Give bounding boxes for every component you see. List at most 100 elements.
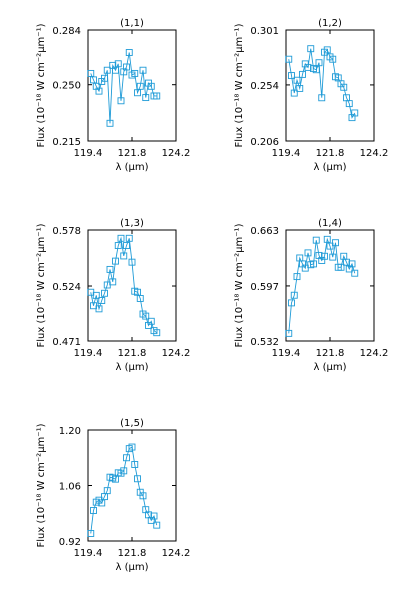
data-point <box>142 94 150 102</box>
subplot-3: (1,3) 0.471 0.524 0.578 119.4 121.8 124.2 λ (μm… <box>36 218 190 373</box>
x-axis-label: λ (μm) <box>115 562 148 573</box>
data-point <box>125 49 133 56</box>
x-tick-label: 124.2 <box>162 348 191 359</box>
data-point <box>147 82 155 90</box>
x-tick-label: 124.2 <box>162 548 191 559</box>
x-tick-label: 119.4 <box>74 148 103 159</box>
data-point <box>312 66 320 74</box>
data-point <box>315 59 323 67</box>
x-tick-label: 119.4 <box>272 348 301 359</box>
data-point <box>131 461 139 468</box>
y-tick-label: 0.250 <box>52 81 81 92</box>
data-point <box>103 66 111 74</box>
y-tick-label: 0.471 <box>52 337 81 348</box>
y-tick-label: 0.578 <box>52 226 81 237</box>
data-point <box>351 109 359 117</box>
y-tick-label: 0.301 <box>250 26 279 37</box>
data-point <box>117 97 125 105</box>
data-point <box>285 329 293 337</box>
data-point <box>128 443 136 451</box>
y-tick-label: 0.254 <box>250 81 279 92</box>
data-point <box>136 82 144 90</box>
data-point <box>101 289 108 297</box>
x-axis-label: λ (μm) <box>115 362 148 373</box>
x-tick-label: 124.2 <box>360 348 389 359</box>
y-axis-label: Flux (10⁻¹⁸ W cm⁻²μm⁻¹) <box>36 423 47 547</box>
data-point <box>120 467 128 475</box>
data-point <box>351 269 359 277</box>
data-point <box>293 76 301 84</box>
y-axis-label: Flux (10⁻¹⁸ W cm⁻²μm⁻¹) <box>234 223 245 347</box>
y-tick-label: 0.92 <box>59 537 81 548</box>
data-point <box>348 260 356 268</box>
data-point <box>139 66 147 74</box>
data-point <box>345 100 353 108</box>
data-point <box>285 55 293 63</box>
data-point <box>123 242 130 250</box>
data-point <box>318 94 326 102</box>
data-point <box>92 291 100 299</box>
data-point <box>329 55 337 63</box>
data-point <box>117 234 125 242</box>
y-tick-label: 0.532 <box>250 337 279 348</box>
subplot-title: (1,2) <box>318 18 342 29</box>
data-point <box>101 74 108 82</box>
data-point <box>288 299 295 307</box>
y-tick-label: 0.206 <box>250 137 279 148</box>
data-point <box>153 521 161 529</box>
data-point <box>103 487 111 495</box>
x-tick-label: 121.8 <box>316 148 345 159</box>
data-point <box>147 317 155 325</box>
data-point <box>153 329 161 337</box>
y-tick-label: 0.663 <box>250 226 279 237</box>
y-tick-label: 0.597 <box>250 282 279 293</box>
data-point <box>131 69 139 77</box>
data-point <box>106 265 114 273</box>
data-point <box>290 291 298 299</box>
data-point <box>123 63 130 71</box>
data-point <box>136 295 144 302</box>
subplot-5: (1,5) 0.92 1.06 1.20 119.4 121.8 124.2 λ (μm) Fl… <box>36 418 190 573</box>
data-point <box>310 260 317 268</box>
data-point <box>134 475 141 483</box>
data-point <box>114 60 122 68</box>
data-point <box>112 257 119 265</box>
subplot-title: (1,4) <box>318 218 342 229</box>
y-tick-label: 1.20 <box>59 426 81 437</box>
data-point <box>312 236 320 244</box>
x-tick-label: 119.4 <box>74 348 103 359</box>
data-point <box>153 92 161 100</box>
data-point <box>337 263 345 271</box>
y-tick-label: 1.06 <box>59 482 81 493</box>
axes-frame <box>87 229 177 342</box>
subplot-4: (1,4) 0.532 0.597 0.663 119.4 121.8 124.2 λ (μm… <box>234 218 388 373</box>
x-axis-label: λ (μm) <box>115 162 148 173</box>
data-point <box>95 305 103 313</box>
series-line <box>90 236 158 334</box>
data-point <box>323 235 331 243</box>
x-axis-label: λ (μm) <box>313 162 346 173</box>
data-point <box>296 84 304 92</box>
x-tick-label: 124.2 <box>360 148 389 159</box>
axes-frame <box>87 29 177 142</box>
y-tick-label: 0.215 <box>52 137 81 148</box>
series-line <box>288 48 356 119</box>
data-point <box>293 273 301 281</box>
data-point <box>98 297 106 304</box>
y-tick-label: 0.524 <box>52 282 81 293</box>
data-point <box>323 46 331 54</box>
data-point <box>106 119 114 127</box>
x-tick-label: 121.8 <box>118 348 147 359</box>
y-axis-label: Flux (10⁻¹⁸ W cm⁻²μm⁻¹) <box>36 23 47 147</box>
series-line <box>288 237 356 334</box>
data-point <box>332 239 339 247</box>
x-tick-label: 121.8 <box>118 548 147 559</box>
x-tick-label: 119.4 <box>272 148 301 159</box>
x-tick-label: 121.8 <box>316 348 345 359</box>
subplot-title: (1,1) <box>120 18 144 29</box>
x-axis-label: λ (μm) <box>313 362 346 373</box>
data-point <box>109 278 117 286</box>
data-point <box>125 234 133 242</box>
data-point <box>139 492 147 500</box>
